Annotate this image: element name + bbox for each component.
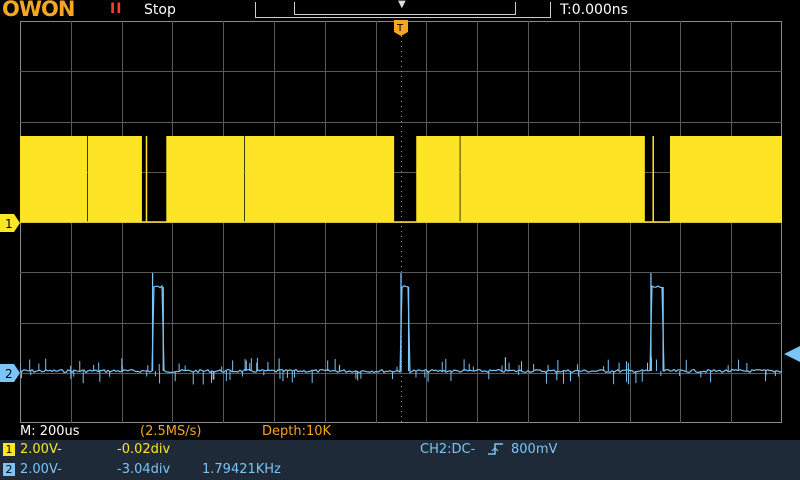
rising-edge-icon xyxy=(488,442,504,460)
svg-text:T: T xyxy=(396,23,404,34)
info-panel: M: 200us (2.5MS/s) Depth:10K 1 2.00V- -0… xyxy=(0,424,800,480)
trigger-time: T:0.000ns xyxy=(560,2,628,18)
ch1-info-row[interactable]: 1 2.00V- -0.02div CH2:DC- 800mV xyxy=(0,440,800,460)
acquisition-info-row: M: 200us (2.5MS/s) Depth:10K xyxy=(0,424,800,440)
top-status-bar: OWON II Stop ▼ T:0.000ns xyxy=(0,0,800,22)
ch1-badge: 1 xyxy=(3,443,15,456)
timebase: M: 200us xyxy=(20,424,80,439)
svg-text:2: 2 xyxy=(5,367,13,381)
ch1-offset: -0.02div xyxy=(117,442,171,457)
visible-window-bracket xyxy=(294,2,516,15)
owon-logo: OWON xyxy=(2,0,75,21)
ch2-level-marker-icon[interactable]: 2 xyxy=(0,364,22,382)
ch1-burst xyxy=(166,136,245,222)
ch1-level-marker-icon[interactable]: 1 xyxy=(0,214,22,232)
ch1-burst xyxy=(87,136,142,222)
ch2-badge: 2 xyxy=(3,463,15,476)
memory-depth: Depth:10K xyxy=(262,424,332,439)
sample-rate: (2.5MS/s) xyxy=(140,424,202,439)
trigger-source: CH2:DC- xyxy=(420,442,476,457)
ch1-burst xyxy=(244,136,395,222)
svg-text:1: 1 xyxy=(5,217,13,231)
waveform-display[interactable] xyxy=(20,21,782,423)
ch1-volts-div: 2.00V- xyxy=(20,442,62,457)
ch1-burst xyxy=(460,136,645,222)
trigger-level-arrow-icon[interactable] xyxy=(784,346,800,362)
ch2-info-row[interactable]: 2 2.00V- -3.04div 1.79421KHz xyxy=(0,460,800,480)
ch2-frequency: 1.79421KHz xyxy=(202,462,281,477)
run-status: Stop xyxy=(144,2,176,18)
ch2-offset: -3.04div xyxy=(117,462,171,477)
trigger-position-marker-icon: ▼ xyxy=(398,0,406,10)
ch1-waveform xyxy=(20,136,782,223)
ch2-volts-div: 2.00V- xyxy=(20,462,62,477)
ch1-burst xyxy=(669,136,782,222)
ch1-burst xyxy=(416,136,460,222)
ch1-burst xyxy=(652,136,654,222)
pause-icon[interactable]: II xyxy=(110,1,123,17)
ch1-burst xyxy=(20,136,88,222)
trigger-level: 800mV xyxy=(511,442,558,457)
memory-position-bar: ▼ xyxy=(255,0,551,18)
ch2-waveform xyxy=(20,273,782,385)
trigger-position-marker[interactable]: T xyxy=(394,20,408,36)
ch1-burst xyxy=(145,136,148,222)
